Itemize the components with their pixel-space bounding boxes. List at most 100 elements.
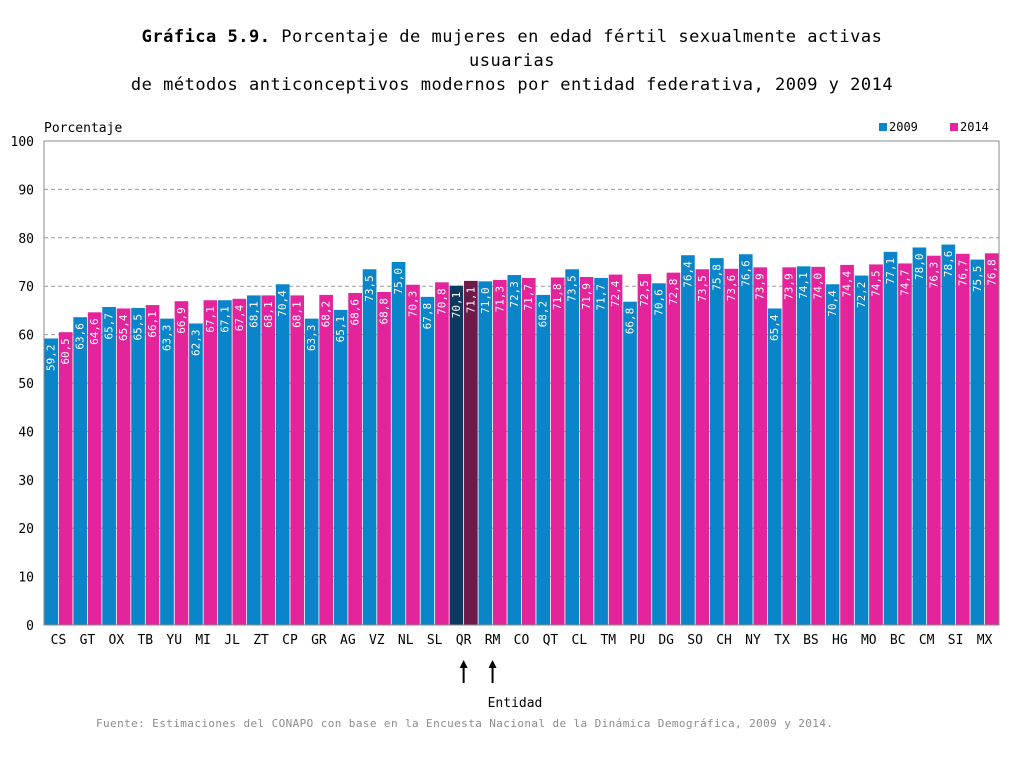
bar-2009 — [160, 318, 174, 625]
bar-2014 — [898, 263, 912, 625]
data-label: 78,6 — [942, 251, 955, 277]
x-tick-label: TX — [774, 633, 790, 648]
x-tick-label: SL — [427, 633, 443, 648]
data-label: 70,8 — [435, 288, 448, 315]
bar-2014 — [87, 312, 102, 625]
data-label: 72,3 — [508, 281, 521, 308]
legend-swatch-2014 — [950, 123, 958, 131]
bar-2009 — [449, 285, 464, 625]
plot-frame — [43, 140, 1000, 626]
bar-2009 — [304, 318, 319, 625]
x-tick-label: TB — [137, 633, 153, 648]
x-tick-label: RM — [485, 633, 501, 648]
legend-label-2014: 2014 — [960, 120, 989, 134]
bar-2014 — [521, 277, 536, 625]
data-label: 74,5 — [870, 270, 883, 297]
bar-2014 — [666, 272, 681, 625]
data-label: 65,7 — [103, 313, 116, 340]
bar-2014 — [695, 269, 710, 625]
bar-2014 — [492, 279, 507, 625]
y-tick-label: 90 — [18, 183, 34, 198]
data-label: 63,6 — [74, 323, 87, 350]
data-label: 65,4 — [117, 314, 130, 341]
x-tick-label: NY — [745, 633, 761, 648]
y-tick-label: 20 — [18, 522, 34, 537]
bar-2009 — [73, 317, 88, 625]
x-axis-title: Entidad — [488, 696, 543, 711]
data-label: 66,9 — [175, 307, 188, 334]
bar-2009 — [623, 301, 637, 625]
data-label: 76,8 — [985, 259, 998, 286]
data-label: 67,1 — [218, 306, 231, 333]
title-bold: Gráfica 5.9. — [141, 27, 271, 47]
title-line-2: usuarias — [469, 51, 555, 71]
legend: 2009 2014 — [879, 120, 989, 134]
data-label: 71,8 — [551, 283, 564, 310]
y-tick-label: 30 — [18, 474, 34, 489]
data-label: 76,3 — [927, 262, 940, 289]
bar-2009 — [362, 269, 377, 625]
x-tick-label: MI — [195, 633, 211, 648]
bar-2009 — [565, 269, 579, 625]
data-label: 77,1 — [884, 258, 897, 285]
x-tick-label: SO — [687, 633, 703, 648]
data-label: 72,2 — [855, 282, 868, 309]
y-tick-label: 100 — [11, 135, 34, 150]
x-tick-label: CP — [282, 633, 298, 648]
x-tick-label: SI — [948, 633, 964, 648]
bar-2009 — [478, 281, 493, 625]
bar-2009 — [594, 277, 608, 625]
data-label: 72,8 — [667, 279, 680, 306]
bar-2014 — [579, 277, 594, 625]
x-tick-label: CM — [919, 633, 935, 648]
bar-2014 — [811, 266, 825, 625]
data-label: 76,7 — [956, 260, 969, 287]
x-tick-label: DG — [658, 633, 674, 648]
data-label: 63,3 — [160, 325, 173, 352]
data-labels: 59,2 60,563,6 64,6 65,7 65,4 65,5 66,163,366,9… — [45, 251, 999, 371]
x-tick-label: BS — [803, 633, 819, 648]
bar-2014 — [203, 300, 218, 625]
bar-2009 — [102, 307, 116, 625]
bar-2014 — [550, 277, 565, 625]
chart-title: Gráfica 5.9. Porcentaje de mujeres en ed… — [40, 25, 984, 97]
bar-2009 — [825, 284, 840, 625]
bar-2014 — [840, 264, 854, 625]
x-tick-label: PU — [629, 633, 645, 648]
y-tick-label: 70 — [18, 280, 34, 295]
x-tick-label: BC — [890, 633, 906, 648]
bar-2009 — [738, 254, 753, 626]
data-label: 68,1 — [291, 301, 304, 328]
bar-2014 — [753, 267, 768, 625]
up-arrow-head — [459, 660, 468, 668]
y-axis-title: Porcentaje — [44, 121, 122, 136]
data-label: 72,5 — [638, 280, 651, 307]
data-label: 71,7 — [522, 284, 535, 311]
source-note: Fuente: Estimaciones del CONAPO con base… — [96, 717, 834, 730]
data-label: 70,1 — [450, 292, 463, 319]
bar-2009 — [507, 275, 522, 625]
bar-2009 — [710, 258, 724, 625]
bar-2014 — [869, 264, 883, 625]
bar-2014 — [377, 292, 391, 625]
data-label: 73,6 — [725, 275, 738, 302]
bar-2009 — [796, 266, 811, 625]
data-label: 75,0 — [392, 268, 405, 295]
x-tick-label: AG — [340, 633, 356, 648]
bar-2009 — [420, 296, 435, 625]
bar-2009 — [44, 338, 59, 625]
data-label: 68,1 — [262, 301, 275, 328]
bar-2009 — [681, 255, 695, 625]
bar-2014 — [782, 267, 797, 625]
bar-2014 — [290, 295, 305, 625]
data-label: 71,3 — [493, 286, 506, 313]
title-line-3: de métodos anticonceptivos modernos por … — [130, 75, 894, 95]
bar-2014 — [58, 332, 73, 625]
data-label: 65,1 — [334, 316, 347, 343]
data-label: 70,6 — [652, 289, 665, 316]
x-tick-label: MX — [977, 633, 993, 648]
data-label: 74,1 — [797, 272, 810, 299]
bar-2009 — [391, 262, 406, 625]
x-tick-label: YU — [166, 633, 182, 648]
axes: 0 10 20 30 40 50 60 70 80 90 100 CS GT OX TB YU MI JL ZT CP… — [11, 135, 993, 648]
